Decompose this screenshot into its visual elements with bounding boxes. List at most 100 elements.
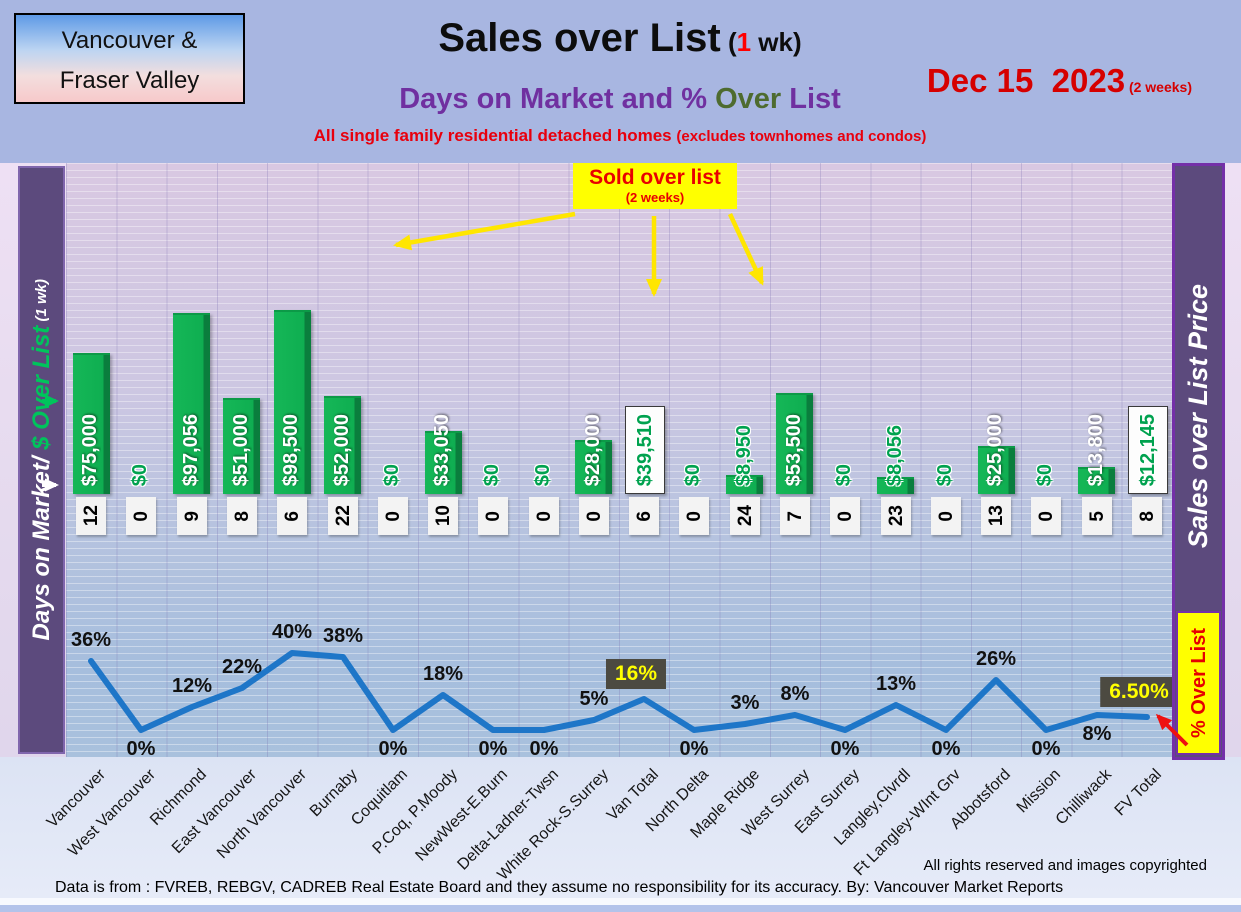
bar-value-label: $52,000 xyxy=(331,413,353,486)
days-value: 12 xyxy=(80,505,102,527)
days-box: 0 xyxy=(679,497,709,535)
days-box: 7 xyxy=(780,497,810,535)
title-paren-rest: wk) xyxy=(751,27,802,57)
bar-value-label: $0 xyxy=(381,463,403,486)
left-axis-dollar-part: $ Over List xyxy=(27,325,55,457)
days-value: 9 xyxy=(181,510,203,522)
days-box: 24 xyxy=(730,497,760,535)
pct-label: 0% xyxy=(679,738,709,760)
bar xyxy=(223,398,260,494)
pct-label: 3% xyxy=(730,692,760,714)
days-box: 10 xyxy=(428,497,458,535)
days-value: 10 xyxy=(432,505,454,527)
bar-value-label: $13,800 xyxy=(1085,413,1107,486)
tagline-text: All single family residential detached h… xyxy=(313,126,677,145)
pct-label: 0% xyxy=(478,738,508,760)
bar-value-label: $25,000 xyxy=(984,413,1006,486)
days-value: 7 xyxy=(784,510,806,522)
footer-rights: All rights reserved and images copyright… xyxy=(923,857,1207,874)
days-value: 8 xyxy=(231,510,253,522)
days-box: 0 xyxy=(830,497,860,535)
bar xyxy=(575,440,612,494)
pct-highlight-label: 16% xyxy=(605,659,667,689)
bar-value-label: $8,950 xyxy=(733,424,755,486)
bar xyxy=(274,310,311,494)
bar xyxy=(73,353,110,494)
days-box: 23 xyxy=(881,497,911,535)
total-value-box: $39,510 xyxy=(625,406,665,494)
days-value: 0 xyxy=(533,510,555,522)
bottom-blue-strip xyxy=(0,905,1241,912)
days-value: 23 xyxy=(885,505,907,527)
pct-label: 22% xyxy=(221,656,263,678)
bar xyxy=(1078,467,1115,494)
bar-value-label: $8,056 xyxy=(884,424,906,486)
days-value: 8 xyxy=(1136,510,1158,522)
pct-label: 40% xyxy=(271,621,313,643)
date-text: Dec 15 2023 xyxy=(926,62,1126,99)
bar-value-label: $0 xyxy=(481,463,503,486)
right-axis-label: Sales over List Price xyxy=(1183,284,1213,549)
days-box: 5 xyxy=(1082,497,1112,535)
pct-label: 8% xyxy=(1082,723,1112,745)
pct-label: 0% xyxy=(931,738,961,760)
bar xyxy=(726,475,763,494)
bar-value-label: $12,145 xyxy=(1137,413,1159,487)
days-box: 22 xyxy=(328,497,358,535)
page-title: Sales over List (1 wk) xyxy=(300,16,940,61)
pct-label: 0% xyxy=(529,738,559,760)
days-box: 0 xyxy=(579,497,609,535)
days-value: 6 xyxy=(281,510,303,522)
days-box: 0 xyxy=(126,497,156,535)
days-value: 0 xyxy=(834,510,856,522)
pct-label: 36% xyxy=(70,629,112,651)
pct-over-list-badge-label: % Over List xyxy=(1187,627,1210,739)
days-value: 0 xyxy=(130,510,152,522)
bar xyxy=(978,446,1015,494)
days-value: 0 xyxy=(583,510,605,522)
days-value: 0 xyxy=(482,510,504,522)
date-note: (2 weeks) xyxy=(1125,79,1192,95)
pct-label: 12% xyxy=(171,675,213,697)
days-value: 24 xyxy=(734,505,756,527)
days-box: 0 xyxy=(1031,497,1061,535)
bar-value-label: $0 xyxy=(833,463,855,486)
left-axis-week-part: (1 wk) xyxy=(32,279,50,326)
days-box: 9 xyxy=(177,497,207,535)
days-value: 22 xyxy=(332,505,354,527)
callout-title: Sold over list xyxy=(589,166,721,189)
region-line1: Vancouver & xyxy=(61,27,198,54)
days-box: 6 xyxy=(629,497,659,535)
left-axis-label: Days on Market/ $ Over List (1 wk) xyxy=(27,279,55,641)
footer-source: Data is from : FVREB, REBGV, CADREB Real… xyxy=(55,879,1064,896)
bar-value-label: $0 xyxy=(934,463,956,486)
callout-note: (2 weeks) xyxy=(625,190,685,205)
tagline-note: (excludes townhomes and condos) xyxy=(676,128,927,145)
days-box: 0 xyxy=(931,497,961,535)
bar xyxy=(173,313,210,494)
subtitle-part1: Days on Market and % xyxy=(399,83,716,115)
bar-value-label: $28,000 xyxy=(582,413,604,486)
pct-over-list-badge: % Over List xyxy=(1176,611,1221,755)
bar-value-label: $98,500 xyxy=(280,413,302,486)
days-value: 13 xyxy=(985,505,1007,527)
days-box: 0 xyxy=(478,497,508,535)
bar xyxy=(425,431,462,494)
bar xyxy=(877,477,914,494)
date-label: Dec 15 2023 (2 weeks) xyxy=(918,44,1238,100)
days-box: 12 xyxy=(76,497,106,535)
total-value-box: $12,145 xyxy=(1128,406,1168,494)
tagline: All single family residential detached h… xyxy=(220,126,1020,146)
callout-box: Sold over list (2 weeks) xyxy=(573,163,737,209)
days-box: 0 xyxy=(378,497,408,535)
bar-value-label: $0 xyxy=(1034,463,1056,486)
bar-value-label: $0 xyxy=(682,463,704,486)
days-value: 0 xyxy=(935,510,957,522)
days-value: 6 xyxy=(633,510,655,522)
bar-value-label: $0 xyxy=(532,463,554,486)
pct-label: 38% xyxy=(322,625,364,647)
bar-value-label: $53,500 xyxy=(783,413,805,486)
pct-label: 0% xyxy=(830,738,860,760)
subtitle: Days on Market and % Over List xyxy=(300,83,940,116)
pct-label: 0% xyxy=(126,738,156,760)
